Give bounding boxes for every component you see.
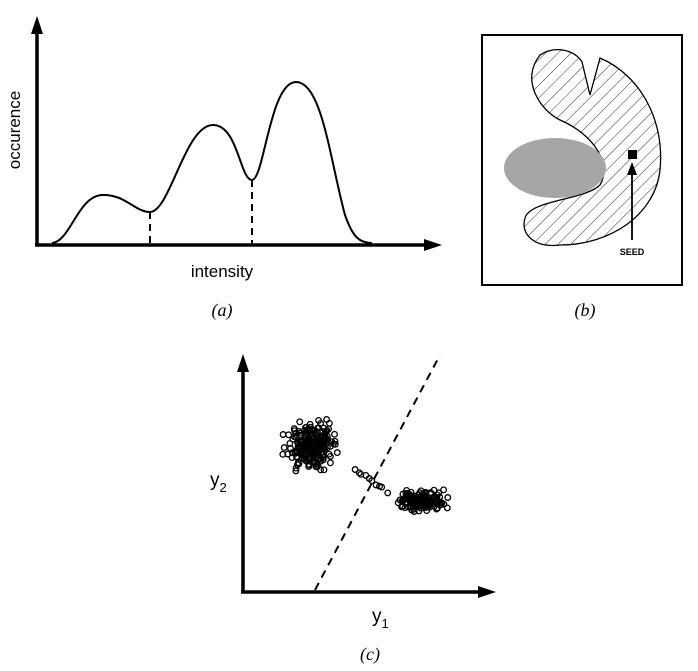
sample-point bbox=[300, 427, 308, 434]
sample-point bbox=[403, 486, 411, 494]
sample-point bbox=[425, 497, 433, 504]
sample-point bbox=[402, 498, 410, 506]
sample-point bbox=[286, 439, 294, 447]
sample-point bbox=[384, 489, 392, 497]
x-axis-label: intensity bbox=[191, 262, 254, 281]
sample-point bbox=[296, 418, 304, 426]
seed-arrowhead bbox=[627, 162, 637, 175]
sample-point bbox=[313, 459, 321, 467]
panel-a: occurence intensity (a) bbox=[5, 16, 442, 321]
sample-point bbox=[307, 433, 315, 441]
caption: (b) bbox=[575, 300, 596, 321]
sample-point bbox=[305, 463, 313, 470]
sample-point bbox=[323, 427, 331, 434]
sample-point bbox=[326, 459, 334, 467]
x-axis-label: y1 bbox=[372, 606, 389, 631]
sample-point bbox=[434, 497, 442, 505]
panel-b: SEED (b) bbox=[481, 34, 683, 321]
seed-point bbox=[628, 150, 637, 159]
caption: (a) bbox=[212, 300, 233, 321]
sample-point bbox=[333, 449, 341, 457]
x-axis-arrow bbox=[478, 586, 496, 598]
sample-point bbox=[351, 466, 359, 473]
sample-point bbox=[309, 427, 317, 435]
sample-point bbox=[355, 469, 363, 477]
sample-point bbox=[288, 454, 296, 462]
sample-point bbox=[426, 503, 434, 511]
sample-point bbox=[402, 490, 410, 497]
sample-point bbox=[305, 448, 313, 455]
sample-point bbox=[421, 491, 429, 499]
sample-point bbox=[313, 429, 321, 436]
sample-point bbox=[306, 455, 314, 463]
sample-point bbox=[319, 443, 327, 451]
subscript: 2 bbox=[220, 480, 227, 495]
y-axis-arrow bbox=[31, 16, 43, 34]
x-axis-arrow bbox=[424, 239, 442, 251]
seed-label: SEED bbox=[620, 247, 645, 257]
sample-point bbox=[440, 500, 448, 508]
subscript: 1 bbox=[382, 616, 389, 631]
gray-region bbox=[504, 138, 606, 198]
sample-point bbox=[443, 504, 451, 512]
sample-point bbox=[293, 447, 300, 455]
sample-point bbox=[331, 430, 338, 438]
sample-point bbox=[292, 467, 300, 475]
sample-point bbox=[315, 416, 323, 424]
sample-point bbox=[376, 482, 383, 490]
sample-point bbox=[372, 481, 380, 489]
sample-point bbox=[328, 438, 336, 446]
symbol: y bbox=[372, 606, 382, 627]
frame bbox=[481, 34, 683, 286]
sample-point bbox=[308, 426, 316, 433]
sample-point bbox=[280, 444, 288, 452]
y-axis-arrow bbox=[237, 354, 249, 372]
sample-point bbox=[440, 486, 448, 494]
decision-boundary bbox=[314, 354, 441, 591]
panel-c: y2 y1 (c) bbox=[210, 354, 496, 665]
sample-point bbox=[414, 495, 422, 503]
sample-point bbox=[295, 460, 303, 468]
sample-point bbox=[410, 505, 418, 513]
sample-point bbox=[284, 450, 292, 458]
sample-point bbox=[314, 435, 322, 443]
hatched-region bbox=[523, 49, 662, 247]
sample-point bbox=[294, 443, 302, 451]
sample-point bbox=[325, 450, 333, 458]
sample-point bbox=[310, 445, 318, 453]
sample-point bbox=[444, 494, 452, 501]
sample-point bbox=[299, 441, 306, 449]
sample-point bbox=[292, 429, 300, 437]
symbol: y bbox=[210, 470, 220, 491]
sample-point bbox=[279, 431, 287, 438]
y-axis-label: y2 bbox=[210, 470, 227, 495]
sample-point bbox=[433, 491, 441, 499]
sample-point bbox=[321, 432, 329, 440]
sample-point bbox=[325, 425, 333, 433]
sample-point bbox=[315, 438, 323, 446]
sample-point bbox=[394, 499, 402, 507]
histogram-curve bbox=[51, 80, 373, 244]
y-axis-label: occurence bbox=[5, 91, 24, 169]
sample-point bbox=[403, 499, 411, 507]
sample-point bbox=[320, 466, 328, 474]
caption: (c) bbox=[360, 644, 380, 665]
sample-point bbox=[399, 502, 407, 510]
sample-point bbox=[368, 477, 376, 485]
